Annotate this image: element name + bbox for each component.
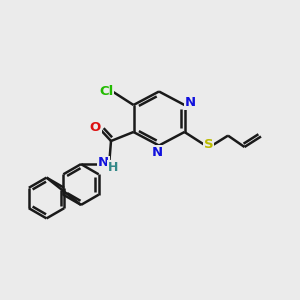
Text: N: N <box>184 96 196 109</box>
Text: O: O <box>90 121 101 134</box>
Text: N: N <box>98 156 109 170</box>
Text: S: S <box>204 138 213 152</box>
Text: N: N <box>152 146 163 159</box>
Text: Cl: Cl <box>99 85 114 98</box>
Text: H: H <box>108 160 118 174</box>
